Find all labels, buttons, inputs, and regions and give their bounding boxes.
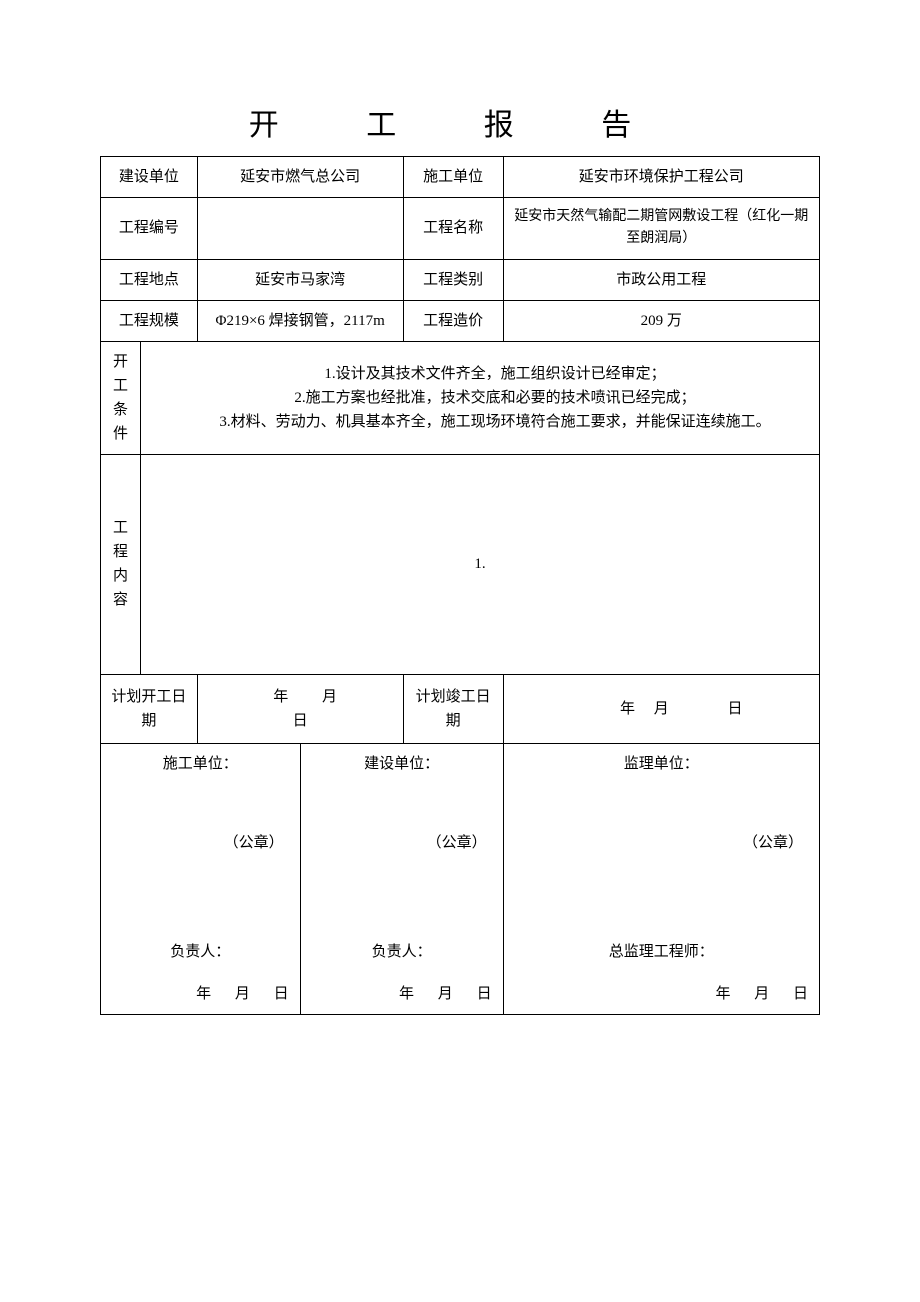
label-start-date: 计划开工日期: [101, 674, 198, 743]
condition-line3: 3.材料、劳动力、机具基本齐全，施工现场环境符合施工要求，并能保证连续施工。: [147, 410, 813, 434]
label-project-number: 工程编号: [101, 198, 198, 260]
value-contractor-unit: 延安市环境保护工程公司: [503, 157, 819, 198]
value-end-date: 年 月 日: [503, 674, 819, 743]
sig-stamp: （公章）: [307, 831, 497, 855]
sig-date: 年 月 日: [510, 982, 813, 1006]
sig-stamp: （公章）: [510, 831, 813, 855]
label-project-content: 工 程 内 容: [101, 454, 141, 674]
condition-line1: 1.设计及其技术文件齐全，施工组织设计已经审定；: [147, 362, 813, 386]
table-row: 施工单位： （公章） 负责人： 年 月 日 建设单位： （公章） 负责人： 年 …: [101, 743, 820, 1014]
table-row: 建设单位 延安市燃气总公司 施工单位 延安市环境保护工程公司: [101, 157, 820, 198]
value-start-date: 年 月 日: [197, 674, 403, 743]
value-project-cost: 209 万: [503, 300, 819, 341]
value-project-name: 延安市天然气输配二期管网敷设工程（红化一期至朗润局）: [503, 198, 819, 260]
sig-label: 建设单位：: [307, 752, 497, 776]
label-project-name: 工程名称: [403, 198, 503, 260]
value-project-scale: Φ219×6 焊接钢管，2117m: [197, 300, 403, 341]
value-project-type: 市政公用工程: [503, 259, 819, 300]
report-table: 建设单位 延安市燃气总公司 施工单位 延安市环境保护工程公司 工程编号 工程名称…: [100, 156, 820, 1015]
label-project-location: 工程地点: [101, 259, 198, 300]
sig-label: 施工单位：: [107, 752, 294, 776]
signature-construction: 建设单位： （公章） 负责人： 年 月 日: [300, 743, 503, 1014]
value-project-location: 延安市马家湾: [197, 259, 403, 300]
value-construction-unit: 延安市燃气总公司: [197, 157, 403, 198]
label-conditions: 开 工 条 件: [101, 341, 141, 454]
label-project-cost: 工程造价: [403, 300, 503, 341]
table-row: 工程规模 Φ219×6 焊接钢管，2117m 工程造价 209 万: [101, 300, 820, 341]
sig-date: 年 月 日: [107, 982, 294, 1006]
signature-contractor: 施工单位： （公章） 负责人： 年 月 日: [101, 743, 301, 1014]
sig-person-label: 负责人：: [307, 940, 497, 964]
signature-supervisor: 监理单位： （公章） 总监理工程师： 年 月 日: [503, 743, 819, 1014]
conditions-content: 1.设计及其技术文件齐全，施工组织设计已经审定； 2.施工方案也经批准，技术交底…: [141, 341, 820, 454]
table-row: 计划开工日期 年 月 日 计划竣工日期 年 月 日: [101, 674, 820, 743]
project-content-text: 1.: [141, 454, 820, 674]
sig-date: 年 月 日: [307, 982, 497, 1006]
table-row: 工程编号 工程名称 延安市天然气输配二期管网敷设工程（红化一期至朗润局）: [101, 198, 820, 260]
table-row: 开 工 条 件 1.设计及其技术文件齐全，施工组织设计已经审定； 2.施工方案也…: [101, 341, 820, 454]
table-row: 工程地点 延安市马家湾 工程类别 市政公用工程: [101, 259, 820, 300]
label-project-type: 工程类别: [403, 259, 503, 300]
sig-label: 监理单位：: [510, 752, 813, 776]
label-project-scale: 工程规模: [101, 300, 198, 341]
sig-person-label: 总监理工程师：: [510, 940, 813, 964]
condition-line2: 2.施工方案也经批准，技术交底和必要的技术喷讯已经完成；: [147, 386, 813, 410]
document-title: 开 工 报 告: [100, 100, 820, 144]
sig-stamp: （公章）: [107, 831, 294, 855]
label-contractor-unit: 施工单位: [403, 157, 503, 198]
label-construction-unit: 建设单位: [101, 157, 198, 198]
value-project-number: [197, 198, 403, 260]
sig-person-label: 负责人：: [107, 940, 294, 964]
table-row: 工 程 内 容 1.: [101, 454, 820, 674]
label-end-date: 计划竣工日期: [403, 674, 503, 743]
